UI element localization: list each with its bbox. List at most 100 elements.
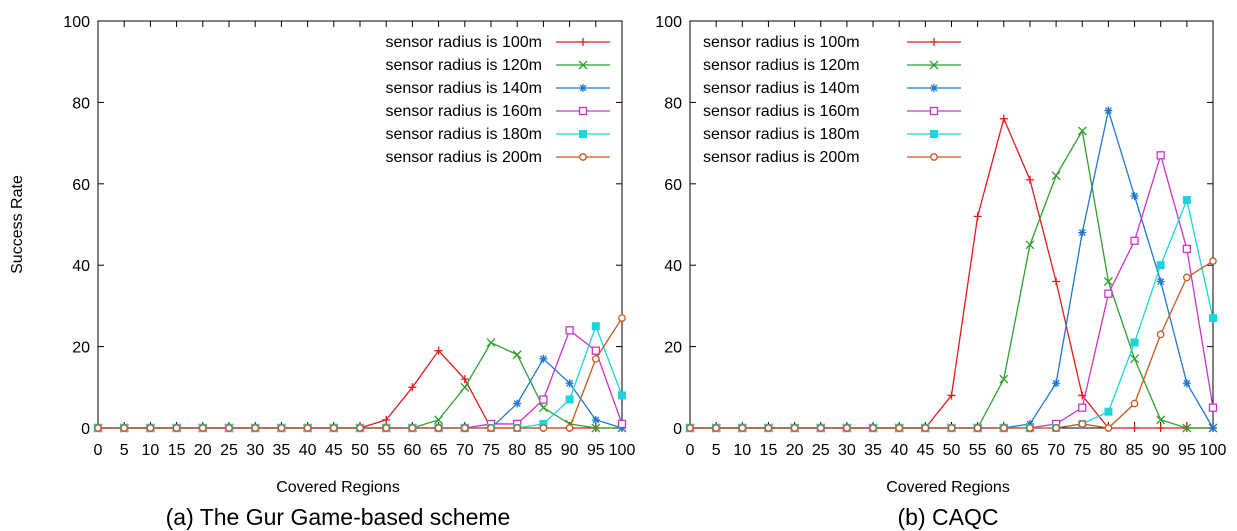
x-tick-label: 95 bbox=[1178, 442, 1196, 459]
data-point bbox=[539, 424, 548, 432]
x-tick-label: 20 bbox=[194, 442, 212, 459]
data-point bbox=[1156, 415, 1166, 425]
x-tick-label: 55 bbox=[969, 442, 987, 459]
series-line bbox=[98, 317, 623, 429]
series-5 bbox=[94, 322, 626, 432]
data-point bbox=[513, 399, 522, 408]
data-point bbox=[843, 424, 851, 432]
data-point bbox=[513, 424, 522, 432]
y-tick-label: 80 bbox=[72, 95, 90, 112]
x-tick-label: 90 bbox=[561, 442, 579, 459]
legend-label: sensor radius is 100m bbox=[385, 34, 542, 51]
series-2 bbox=[93, 338, 627, 433]
x-tick-label: 5 bbox=[120, 442, 129, 459]
series-line bbox=[98, 329, 623, 429]
data-point bbox=[1182, 244, 1191, 254]
x-tick-label: 75 bbox=[482, 442, 500, 459]
data-point bbox=[764, 424, 773, 432]
data-point bbox=[1156, 151, 1165, 160]
legend-marker bbox=[930, 38, 938, 46]
data-point bbox=[1209, 257, 1217, 265]
x-tick-label: 0 bbox=[94, 442, 103, 459]
data-point bbox=[1208, 403, 1218, 412]
data-point bbox=[1104, 106, 1113, 115]
x-tick-label: 25 bbox=[812, 442, 830, 459]
data-point bbox=[1182, 196, 1191, 205]
data-point bbox=[591, 354, 600, 363]
data-point bbox=[973, 212, 982, 221]
data-point bbox=[999, 374, 1009, 384]
x-tick-label: 55 bbox=[377, 442, 395, 459]
data-point bbox=[1209, 424, 1217, 432]
data-point bbox=[1156, 277, 1165, 286]
data-point bbox=[382, 424, 391, 432]
legend-label: sensor radius is 200m bbox=[703, 149, 860, 166]
data-point bbox=[1156, 330, 1165, 339]
legend-marker bbox=[578, 106, 588, 116]
y-tick-label: 60 bbox=[664, 177, 682, 194]
data-point bbox=[94, 424, 102, 432]
data-point bbox=[1130, 236, 1139, 245]
legend-label: sensor radius is 180m bbox=[703, 126, 860, 143]
data-point bbox=[618, 391, 626, 400]
data-point bbox=[434, 346, 443, 355]
series-4 bbox=[93, 326, 627, 433]
data-point bbox=[947, 391, 956, 400]
x-tick-label: 25 bbox=[220, 442, 238, 459]
x-tick-label: 15 bbox=[168, 442, 186, 459]
data-point bbox=[539, 395, 548, 404]
y-tick-label: 40 bbox=[664, 258, 682, 275]
x-tick-label: 100 bbox=[609, 442, 636, 459]
data-point bbox=[382, 415, 391, 424]
legend: sensor radius is 100m sensor radius is 12… bbox=[703, 34, 961, 166]
legend-marker bbox=[930, 84, 938, 92]
x-tick-label: 65 bbox=[1021, 442, 1039, 459]
data-point bbox=[277, 424, 286, 432]
y-tick-label: 80 bbox=[664, 95, 682, 112]
data-point bbox=[539, 354, 548, 363]
data-point bbox=[434, 415, 444, 425]
data-point bbox=[617, 419, 627, 429]
data-point bbox=[1156, 261, 1165, 270]
series-line bbox=[98, 324, 623, 429]
data-point bbox=[487, 424, 495, 432]
x-tick-label: 70 bbox=[1047, 442, 1065, 459]
x-tick-label: 50 bbox=[351, 442, 369, 459]
data-point bbox=[895, 424, 904, 432]
x-tick-label: 80 bbox=[1100, 442, 1118, 459]
data-point bbox=[198, 424, 207, 432]
data-point bbox=[434, 424, 443, 432]
x-tick-label: 60 bbox=[404, 442, 422, 459]
data-point bbox=[538, 403, 548, 413]
x-tick-label: 75 bbox=[1073, 442, 1091, 459]
data-point bbox=[1130, 192, 1139, 201]
chart-caption: (b) CAQC bbox=[898, 504, 999, 530]
y-tick-label: 0 bbox=[673, 421, 682, 438]
data-point bbox=[460, 375, 469, 384]
x-tick-label: 45 bbox=[916, 442, 934, 459]
data-point bbox=[591, 346, 600, 355]
data-point bbox=[251, 424, 260, 432]
legend-marker bbox=[930, 153, 938, 161]
data-point bbox=[460, 424, 469, 432]
x-tick-label: 0 bbox=[686, 442, 695, 459]
y-tick-label: 100 bbox=[655, 14, 682, 31]
data-point bbox=[1104, 424, 1113, 432]
legend-marker bbox=[579, 153, 587, 161]
data-point bbox=[1077, 126, 1087, 136]
legend-marker bbox=[579, 38, 587, 46]
data-point bbox=[1182, 423, 1192, 433]
series-6 bbox=[686, 257, 1217, 432]
data-point bbox=[1130, 424, 1139, 432]
x-tick-label: 70 bbox=[456, 442, 474, 459]
legend-label: sensor radius is 160m bbox=[385, 103, 542, 120]
data-point bbox=[947, 424, 956, 432]
y-tick-label: 0 bbox=[81, 421, 90, 438]
series-6 bbox=[94, 314, 626, 432]
legend-marker bbox=[930, 130, 938, 138]
legend: sensor radius is 100m sensor radius is 12… bbox=[385, 34, 610, 166]
data-point bbox=[408, 383, 417, 392]
x-tick-label: 65 bbox=[430, 442, 448, 459]
data-point bbox=[1052, 379, 1061, 388]
